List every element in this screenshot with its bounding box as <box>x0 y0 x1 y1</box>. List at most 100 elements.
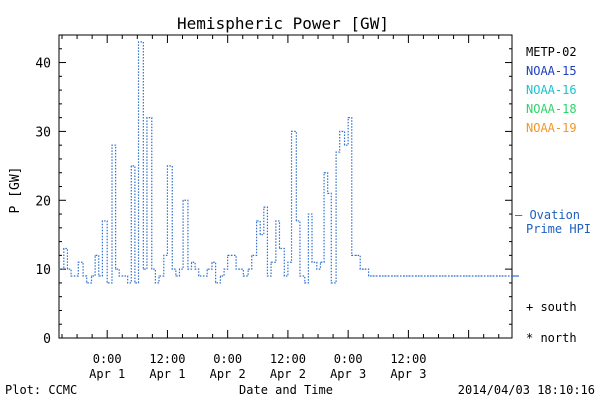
series-point <box>492 275 494 277</box>
x-tick-date-0: Apr 1 <box>89 367 125 381</box>
series-point <box>316 268 318 270</box>
series-point <box>411 275 413 277</box>
series-point <box>371 275 373 277</box>
series-point <box>263 206 265 208</box>
series-point <box>444 275 446 277</box>
x-tick-time-1: 12:00 <box>149 352 185 366</box>
series-point <box>175 275 177 277</box>
series-point <box>77 261 79 263</box>
series-point <box>407 275 409 277</box>
series-point <box>299 275 301 277</box>
series-point <box>106 282 108 284</box>
series-point <box>266 275 268 277</box>
y-tick-label-2: 20 <box>35 194 51 209</box>
legend-entry-metp-02: METP-02 <box>526 45 577 59</box>
series-point <box>219 275 221 277</box>
x-tick-date-2: Apr 2 <box>210 367 246 381</box>
series-point <box>488 275 490 277</box>
series-point <box>448 275 450 277</box>
series-point <box>98 275 100 277</box>
series-point <box>242 275 244 277</box>
x-tick-time-4: 0:00 <box>334 352 363 366</box>
x-tick-date-4: Apr 3 <box>330 367 366 381</box>
series-point <box>275 220 277 222</box>
footer-left: Plot: CCMC <box>5 383 77 397</box>
series-point <box>416 275 418 277</box>
series-point <box>194 268 196 270</box>
series-point <box>163 254 165 256</box>
footer-right: 2014/04/03 18:10:16 <box>458 383 595 397</box>
series-point <box>428 275 430 277</box>
y-tick-label-1: 10 <box>35 263 51 278</box>
series-point <box>330 282 332 284</box>
series-point <box>230 254 232 256</box>
series-point <box>363 268 365 270</box>
series-point <box>66 268 68 270</box>
series-point <box>307 213 309 215</box>
series-point <box>118 275 120 277</box>
series-point <box>452 275 454 277</box>
series-point <box>311 261 313 263</box>
series-point <box>130 165 132 167</box>
series-point <box>287 261 289 263</box>
series-point <box>404 275 406 277</box>
series-point <box>476 275 478 277</box>
series-point <box>500 275 502 277</box>
series-point <box>127 282 129 284</box>
series-point <box>101 220 103 222</box>
series-line-ovation <box>59 41 512 284</box>
series-point <box>142 268 144 270</box>
series-point <box>295 220 297 222</box>
legend-entry-noaa-19: NOAA-19 <box>526 121 577 135</box>
series-point <box>344 144 346 146</box>
y-tick-label-0: 0 <box>43 332 51 347</box>
series-point <box>335 151 337 153</box>
series-point <box>58 268 60 270</box>
series-point <box>339 130 341 132</box>
series-point <box>115 268 117 270</box>
series-point <box>304 282 306 284</box>
series-point <box>368 275 370 277</box>
x-tick-date-3: Apr 2 <box>270 367 306 381</box>
series-point <box>392 275 394 277</box>
series-point <box>468 275 470 277</box>
y-axis-ticks: 0 10 20 30 40 <box>35 48 512 347</box>
series-point <box>94 254 96 256</box>
y-axis-label: P [GW] <box>8 167 23 214</box>
series-point <box>351 254 353 256</box>
series-point <box>359 268 361 270</box>
plot-frame <box>58 34 513 339</box>
series-point <box>247 268 249 270</box>
series-point <box>459 275 461 277</box>
series-point <box>256 220 258 222</box>
ovation-label: — Ovation <box>515 208 580 222</box>
x-tick-time-0: 0:00 <box>93 352 122 366</box>
legend-entry-noaa-16: NOAA-16 <box>526 83 577 97</box>
series-point <box>327 192 329 194</box>
series-point <box>356 254 358 256</box>
series-point <box>138 41 140 43</box>
x-tick-time-5: 12:00 <box>390 352 426 366</box>
series-point <box>251 254 253 256</box>
series-point <box>380 275 382 277</box>
x-axis-label: Date and Time <box>239 383 333 397</box>
series-layer <box>58 41 519 284</box>
series-point <box>431 275 433 277</box>
series-point <box>319 261 321 263</box>
x-tick-time-2: 0:00 <box>213 352 242 366</box>
series-point <box>82 275 84 277</box>
series-point <box>223 268 225 270</box>
series-point <box>504 275 506 277</box>
series-point <box>291 130 293 132</box>
series-point <box>323 172 325 174</box>
series-point <box>154 282 156 284</box>
chart-title: Hemispheric Power [GW] <box>177 14 389 33</box>
series-point <box>424 275 426 277</box>
marker-north-label: * north <box>526 331 577 345</box>
series-point <box>480 275 482 277</box>
series-point <box>151 268 153 270</box>
series-point <box>483 275 485 277</box>
series-point <box>497 275 499 277</box>
